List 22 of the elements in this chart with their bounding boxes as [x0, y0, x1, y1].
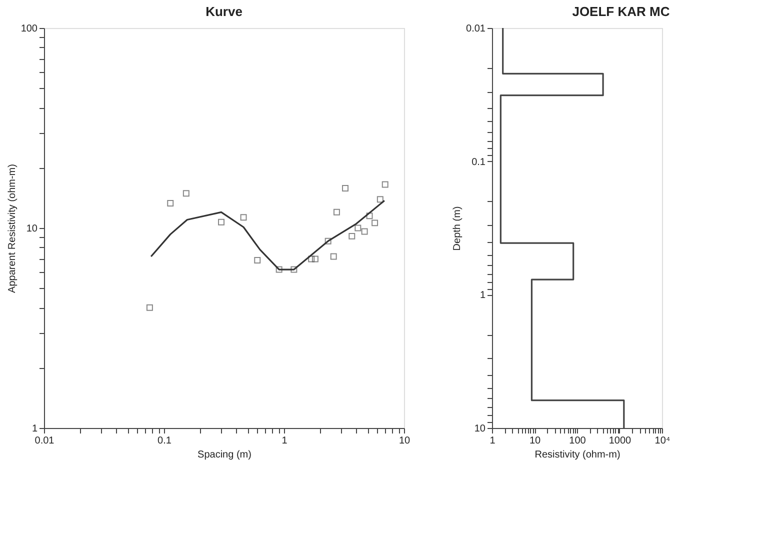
x-tick-label: 100: [569, 436, 586, 446]
y-tick-label: 1: [32, 424, 38, 434]
chart-title: Kurve: [206, 4, 242, 19]
y-axis-title: Depth (m): [452, 206, 464, 251]
chart-title: JOELF KAR MC: [572, 4, 670, 19]
y-axis-title: Apparent Resistivity (ohm-m): [6, 164, 18, 293]
y-tick-label: 1: [480, 290, 486, 302]
x-tick-label: 10: [529, 436, 541, 446]
x-axis-title: Resistivity (ohm-m): [534, 450, 620, 460]
y-tick-label: 10: [474, 424, 486, 434]
y-tick-label: 0.1: [472, 156, 486, 168]
y-tick-label: 0.01: [466, 24, 486, 34]
x-tick-label: 1000: [608, 436, 632, 446]
x-tick-label: 1: [490, 436, 496, 446]
x-tick-label: 1: [282, 436, 288, 446]
y-tick-label: 10: [26, 224, 38, 234]
x-tick-label: 0.1: [158, 436, 172, 446]
y-tick-label: 100: [20, 24, 38, 34]
x-tick-label: 10⁴: [654, 436, 670, 446]
x-tick-label: 10: [398, 436, 410, 446]
x-axis-title: Spacing (m): [198, 450, 252, 460]
x-tick-label: 0.01: [34, 436, 55, 446]
